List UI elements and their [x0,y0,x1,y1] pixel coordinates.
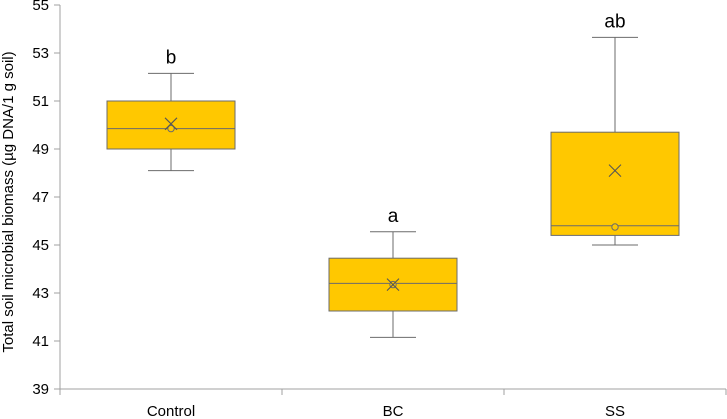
data-point-marker [167,124,175,133]
box-bc: a [328,206,458,338]
y-tick-label: 51 [32,93,49,110]
iqr-box [550,131,680,236]
significance-label: b [166,47,177,68]
y-tick-label: 45 [32,237,49,254]
y-tick-label: 53 [32,45,49,62]
y-tick-label: 49 [32,141,49,158]
significance-label: a [388,206,399,227]
box-control: b [106,47,236,172]
y-tick-label: 41 [32,333,49,350]
x-tick-label: BC [383,403,404,419]
x-tick-label: SS [605,403,625,419]
y-ticks: 39 41 43 45 47 49 51 53 55 [32,0,60,398]
mean-marker [164,117,178,131]
mean-marker [608,164,622,177]
y-axis-title: Total soil microbial biomass (µg DNA/1 g… [0,51,17,352]
box-ss: ab [550,11,680,246]
y-tick-label: 43 [32,285,49,302]
x-ticks: Control BC SS [59,389,727,419]
x-tick-label: Control [147,403,195,419]
data-point-marker [611,223,619,231]
mean-marker [386,278,400,291]
y-tick-label: 55 [32,0,49,14]
significance-label: ab [604,11,625,32]
boxes: b a ab [106,11,680,338]
y-tick-label: 47 [32,189,49,206]
y-tick-label: 39 [32,381,49,398]
